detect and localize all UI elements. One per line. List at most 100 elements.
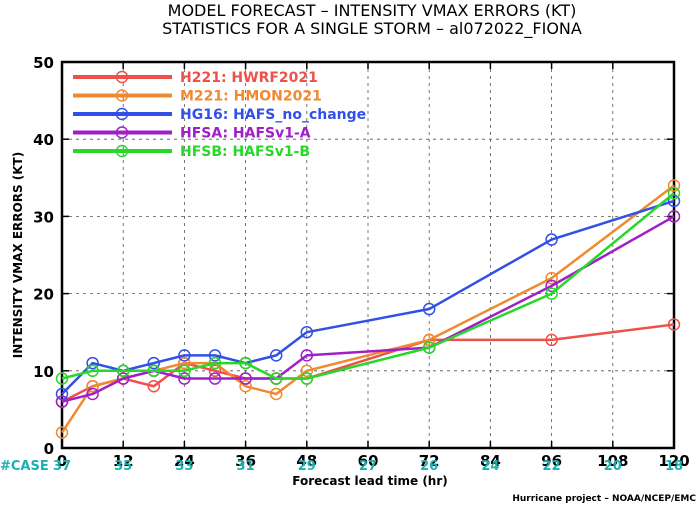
- data-point: [300, 325, 314, 339]
- x-tick-label: 60: [358, 452, 379, 470]
- data-point: [667, 186, 681, 200]
- case-count: 37: [53, 459, 71, 474]
- case-count: 33: [175, 459, 193, 474]
- y-axis-label: INTENSITY VMAX ERRORS (KT): [11, 152, 25, 358]
- x-axis-label: Forecast lead time (hr): [292, 474, 448, 488]
- data-point: [208, 356, 222, 370]
- legend-item-0: H221: HWRF2021: [73, 70, 318, 86]
- data-point: [116, 372, 130, 385]
- y-tick-label: 0: [44, 440, 54, 458]
- data-point: [269, 349, 283, 362]
- data-point: [422, 333, 436, 347]
- chart-title-line2: STATISTICS FOR A SINGLE STORM – al072022…: [162, 19, 582, 39]
- y-tick-label: 50: [33, 54, 54, 72]
- axis-ticks: 0 12 24 36 48 60 72 84 96 108 120 0 10 20 30 40 50: [33, 54, 690, 470]
- credit-text: Hurricane project – NOAA/NCEP/EMC: [512, 494, 696, 504]
- legend-swatch-marker: [115, 144, 129, 158]
- x-tick-label: 108: [597, 452, 628, 470]
- data-point: [178, 372, 191, 385]
- data-point: [545, 233, 558, 246]
- legend-item-2: HG16: HAFS_no_change: [73, 107, 366, 123]
- case-count: 26: [420, 459, 438, 474]
- case-count: 29: [298, 459, 316, 474]
- x-tick-label: 96: [541, 452, 562, 470]
- case-count: 27: [359, 459, 377, 474]
- data-point: [545, 287, 558, 300]
- data-point: [300, 364, 314, 378]
- legend-swatch-marker: [115, 126, 129, 139]
- data-point: [178, 349, 191, 362]
- legend-item-4: HFSB: HAFSv1-B: [73, 144, 310, 160]
- series-lines: [55, 179, 681, 439]
- data-point: [422, 341, 436, 354]
- legend-swatch-marker: [115, 70, 129, 84]
- data-point: [147, 379, 161, 393]
- y-tick-label: 10: [33, 363, 54, 381]
- legend-label: H221: HWRF2021: [180, 70, 318, 86]
- x-tick-label: 72: [419, 452, 440, 470]
- data-point: [667, 194, 681, 208]
- data-point: [86, 356, 99, 370]
- legend-label: HFSB: HAFSv1-B: [180, 144, 310, 160]
- case-count: 18: [665, 459, 683, 474]
- case-count: 31: [237, 459, 255, 474]
- data-point: [178, 364, 191, 378]
- case-label: #CASE: [0, 459, 49, 474]
- y-tick-label: 40: [33, 131, 54, 149]
- data-point: [178, 356, 191, 370]
- case-counts: #CASE 37 35 33 31 29 27 26 24 22 20 18: [0, 459, 683, 474]
- data-point: [239, 379, 252, 393]
- legend-item-1: M221: HMON2021: [73, 89, 322, 105]
- data-point: [269, 387, 283, 401]
- data-point: [55, 372, 69, 385]
- x-tick-label: 84: [480, 452, 501, 470]
- x-tick-label: 0: [57, 452, 67, 470]
- x-tick-label: 36: [235, 452, 256, 470]
- data-point: [545, 279, 558, 293]
- x-tick-label: 120: [658, 452, 689, 470]
- case-count: 22: [543, 459, 561, 474]
- series-4: [55, 186, 681, 385]
- data-point: [269, 372, 283, 385]
- legend: H221: HWRF2021 M221: HMON2021 HG16: HAFS_n…: [73, 70, 366, 160]
- data-point: [667, 318, 681, 331]
- data-point: [667, 179, 681, 192]
- data-point: [545, 333, 558, 347]
- series-2: [55, 194, 681, 401]
- data-point: [208, 372, 222, 385]
- legend-label: HG16: HAFS_no_change: [180, 107, 366, 123]
- y-tick-label: 30: [33, 208, 54, 226]
- data-point: [300, 349, 314, 362]
- data-point: [86, 379, 99, 393]
- case-count: 24: [481, 459, 499, 474]
- y-tick-label: 20: [33, 286, 54, 304]
- case-count: 20: [604, 459, 622, 474]
- data-point: [667, 210, 681, 223]
- x-tick-label: 12: [113, 452, 134, 470]
- data-point: [147, 356, 161, 370]
- data-point: [55, 395, 69, 408]
- legend-label: M221: HMON2021: [180, 89, 322, 105]
- x-tick-label: 48: [296, 452, 317, 470]
- grid-lines: [62, 62, 674, 448]
- legend-swatch-marker: [115, 89, 129, 102]
- data-point: [55, 387, 69, 401]
- data-point: [147, 364, 161, 378]
- data-point: [55, 426, 69, 439]
- case-count: 35: [114, 459, 132, 474]
- data-point: [422, 302, 436, 316]
- data-point: [208, 349, 222, 362]
- data-point: [86, 364, 99, 378]
- x-tick-label: 24: [174, 452, 195, 470]
- chart-title-line1: MODEL FORECAST – INTENSITY VMAX ERRORS (…: [168, 1, 577, 20]
- data-point: [300, 372, 314, 385]
- data-point: [86, 387, 99, 401]
- data-point: [208, 364, 222, 378]
- data-point: [545, 271, 558, 285]
- data-point: [116, 364, 130, 378]
- legend-label: HFSA: HAFSv1-A: [180, 126, 311, 142]
- data-point: [239, 356, 252, 370]
- data-point: [239, 372, 252, 385]
- legend-swatch-marker: [115, 107, 129, 121]
